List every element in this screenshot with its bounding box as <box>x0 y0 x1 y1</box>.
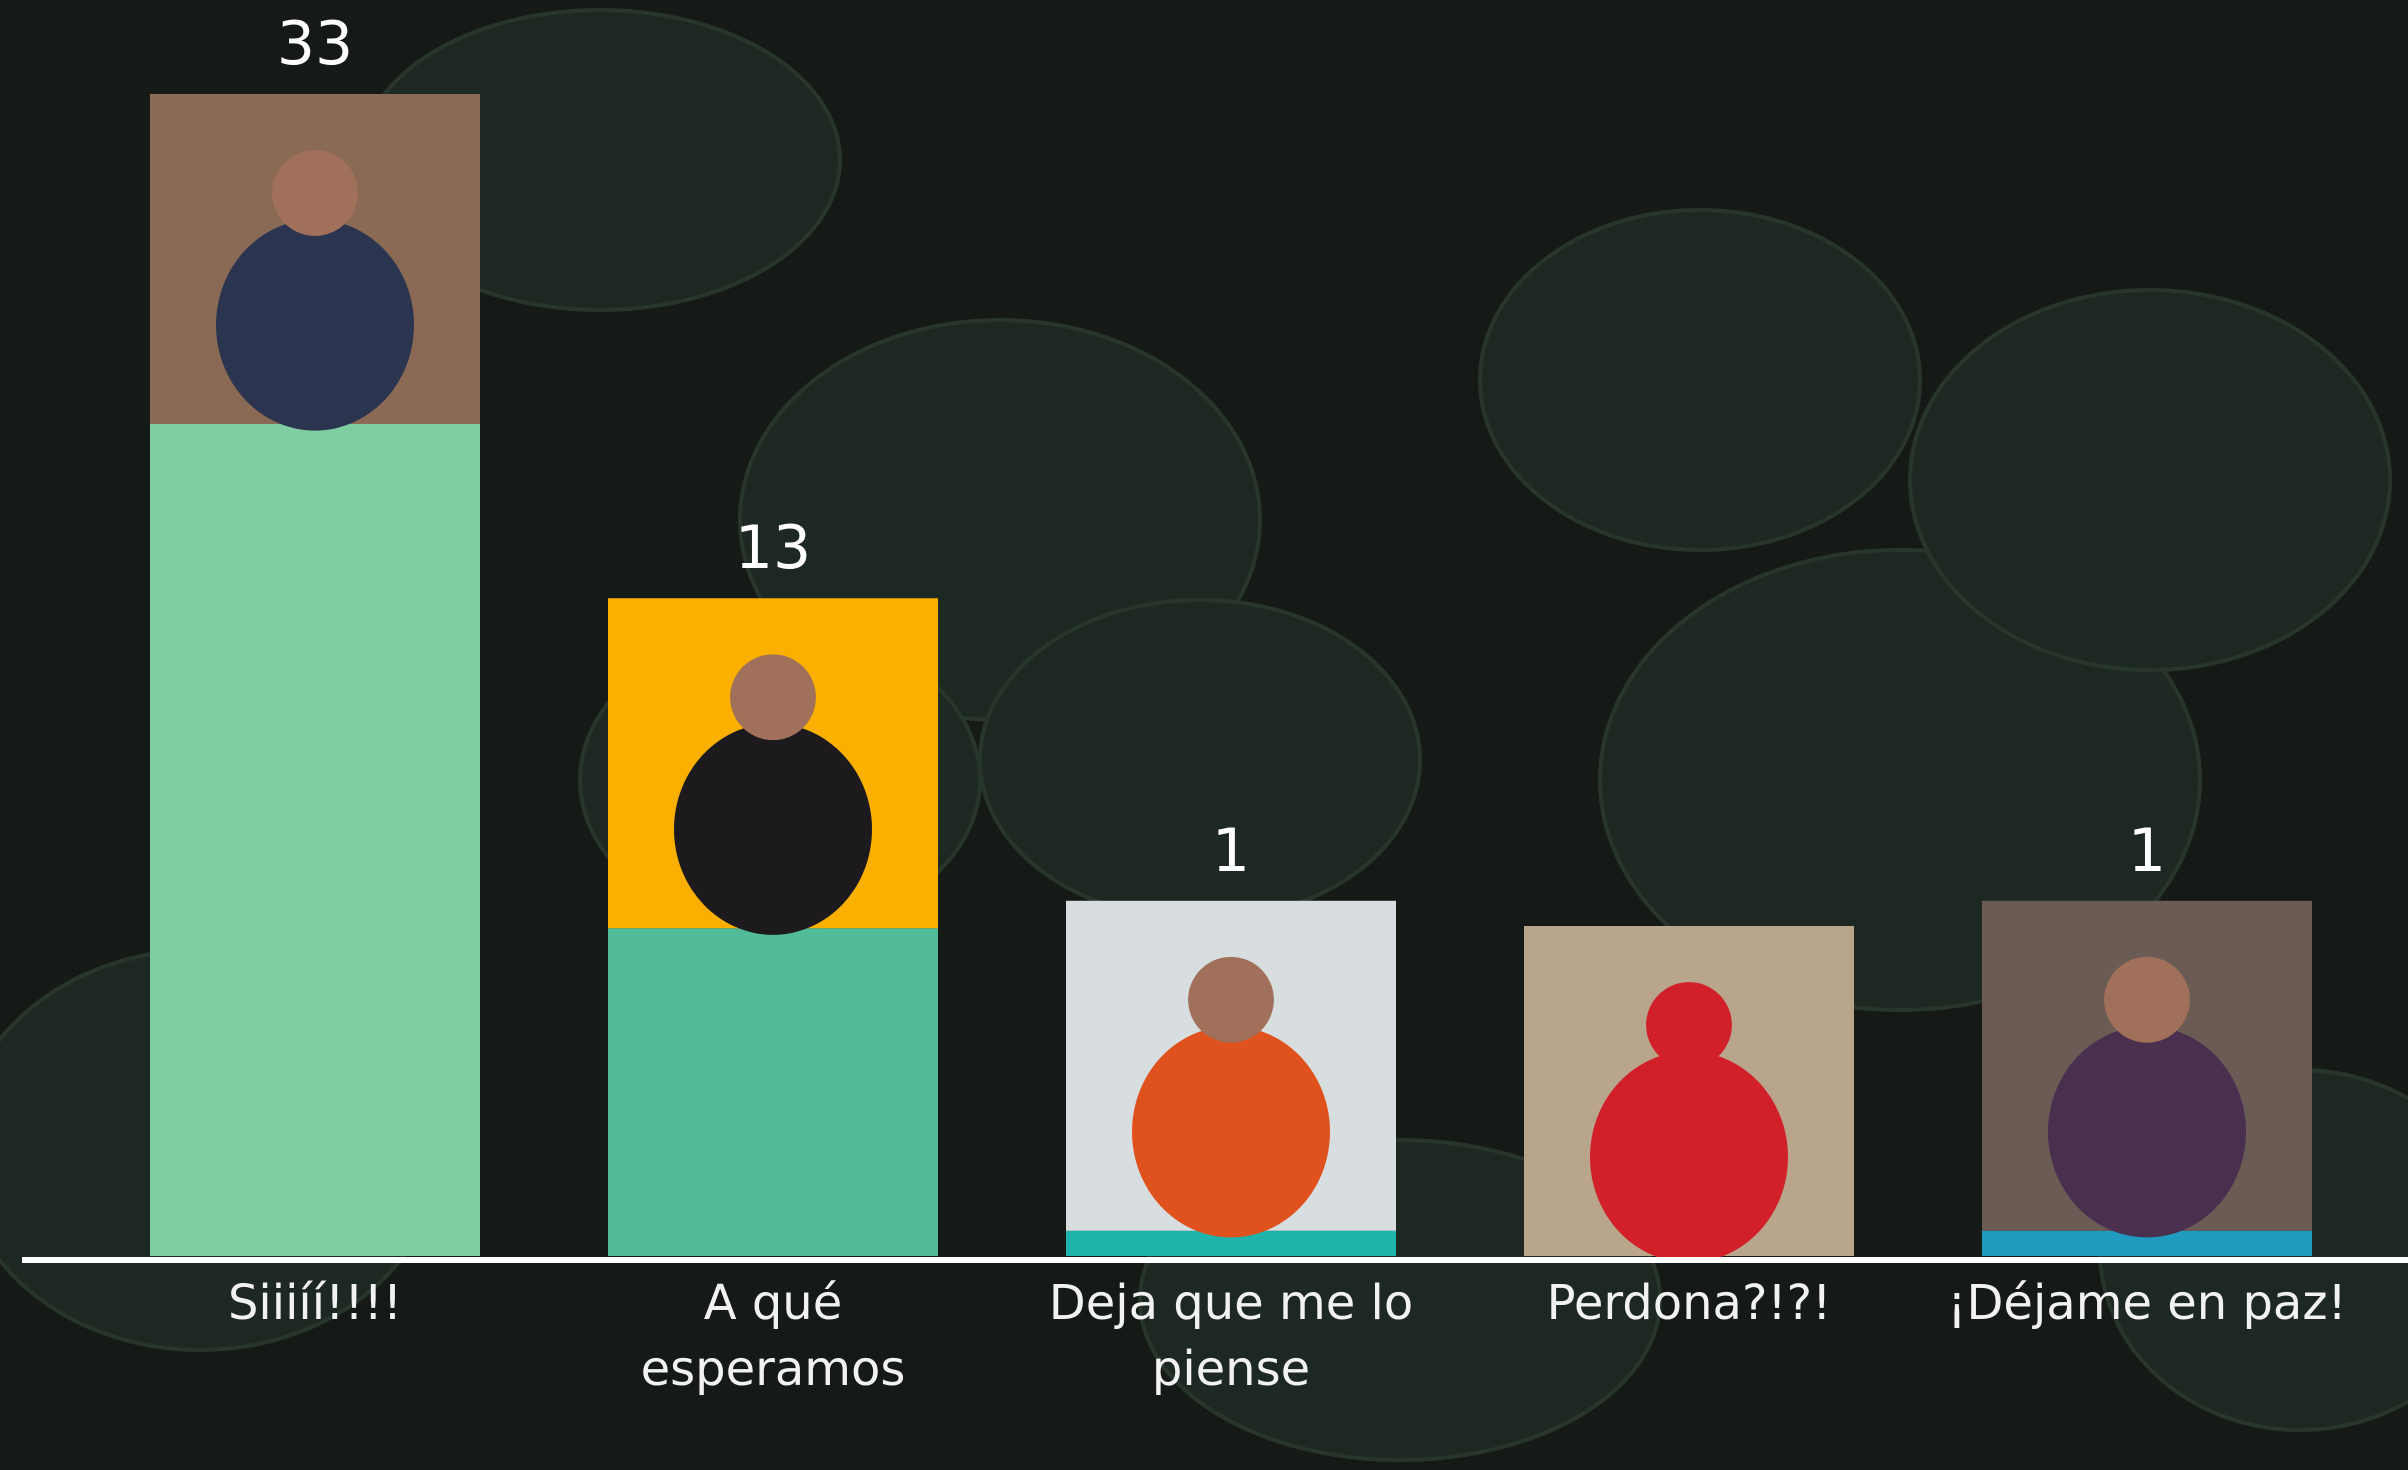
gif-figure <box>1132 1026 1330 1237</box>
gif-figure <box>1590 1051 1788 1262</box>
value-label: 1 <box>2128 816 2166 886</box>
gif-head <box>730 654 816 740</box>
bar <box>608 928 938 1256</box>
gif-head <box>1646 982 1732 1068</box>
category-label: Perdona?!?! <box>1489 1270 1889 1336</box>
gif-head <box>1188 957 1274 1043</box>
chart: 33 13 1 1 <box>0 0 2408 1470</box>
category-label: Deja que me lo piense <box>1031 1270 1431 1402</box>
gif-figure <box>216 219 414 430</box>
category-label: A qué esperamos <box>573 1270 973 1402</box>
gif-head <box>2104 957 2190 1043</box>
value-label: 13 <box>735 513 811 583</box>
value-label: 1 <box>1212 816 1250 886</box>
poll-results: 33 13 1 1 Siiiíí!!!! A qué esperamos Deja que… <box>0 0 2408 1470</box>
category-label: Siiiíí!!!! <box>115 1270 515 1336</box>
gif-figure <box>674 724 872 935</box>
gif-head <box>272 150 358 236</box>
gif-figure <box>2048 1026 2246 1237</box>
value-label: 33 <box>277 9 353 79</box>
bar <box>150 424 480 1256</box>
category-label: ¡Déjame en paz! <box>1947 1270 2347 1336</box>
